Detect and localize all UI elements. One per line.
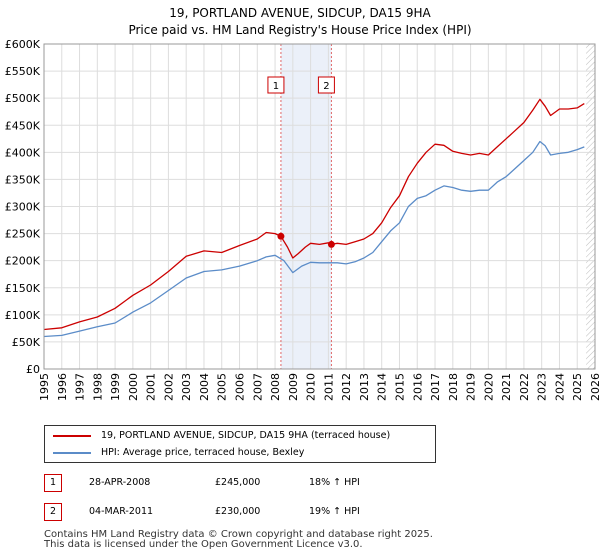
y-tick-label: £550K [5, 65, 41, 78]
x-tick-label: 2013 [358, 373, 371, 401]
x-tick-label: 2023 [536, 373, 549, 401]
transaction-date: 28-APR-2008 [89, 477, 151, 488]
annotation-box [317, 76, 335, 94]
x-tick-label: 2025 [571, 373, 584, 401]
footer-licence: This data is licensed under the Open Gov… [44, 539, 363, 550]
x-tick-label: 1996 [56, 373, 69, 401]
y-tick-label: £400K [5, 146, 41, 159]
y-tick-label: £100K [5, 309, 41, 322]
transaction-row: 2 04-MAR-2011 £230,000 19% ↑ HPI [44, 502, 544, 522]
x-tick-label: 2016 [411, 373, 424, 401]
transaction-hpi: 18% ↑ HPI [309, 477, 360, 488]
x-tick-label: 1999 [109, 373, 122, 401]
y-tick-label: £0 [26, 363, 40, 376]
legend: 19, PORTLAND AVENUE, SIDCUP, DA15 9HA (t… [44, 425, 436, 463]
annotation-box [267, 76, 285, 94]
x-tick-label: 2020 [482, 373, 495, 401]
x-tick-label: 2006 [234, 373, 247, 401]
y-tick-label: £200K [5, 255, 41, 268]
x-tick-label: 2003 [180, 373, 193, 401]
x-tick-label: 2019 [465, 373, 478, 401]
transaction-price: £230,000 [215, 506, 261, 517]
x-tick-label: 2000 [127, 373, 140, 401]
x-tick-label: 2017 [429, 373, 442, 401]
y-tick-label: £500K [5, 92, 41, 105]
x-tick-label: 1998 [91, 373, 104, 401]
transaction-marker-2: 2 [44, 503, 62, 521]
y-tick-label: £150K [5, 282, 41, 295]
x-tick-label: 2010 [305, 373, 318, 401]
footer-copyright: Contains HM Land Registry data © Crown c… [44, 529, 433, 540]
x-tick-label: 2005 [216, 373, 229, 401]
x-tick-label: 2002 [162, 373, 175, 401]
property-series-line [43, 98, 585, 331]
x-tick-label: 2024 [553, 373, 566, 401]
x-tick-label: 2004 [198, 373, 211, 401]
x-tick-label: 2021 [500, 373, 513, 401]
legend-line-property [53, 435, 91, 437]
transaction-hpi: 19% ↑ HPI [309, 506, 360, 517]
footer: Contains HM Land Registry data © Crown c… [44, 530, 433, 550]
y-tick-label: £50K [12, 336, 41, 349]
x-tick-label: 2022 [518, 373, 531, 401]
legend-label-property: 19, PORTLAND AVENUE, SIDCUP, DA15 9HA (t… [101, 430, 391, 441]
transaction-price: £245,000 [215, 477, 261, 488]
annotation-label: 2 [323, 81, 329, 92]
x-tick-label: 2012 [340, 373, 353, 401]
x-tick-label: 2018 [447, 373, 460, 401]
y-tick-label: £450K [5, 119, 41, 132]
x-tick-label: 2001 [145, 373, 158, 401]
x-tick-label: 2014 [376, 373, 389, 401]
transaction-row: 1 28-APR-2008 £245,000 18% ↑ HPI [44, 473, 544, 493]
x-tick-label: 2015 [393, 373, 406, 401]
x-tick-label: 2009 [287, 373, 300, 401]
y-tick-label: £600K [5, 38, 41, 51]
price-chart: £0 £50K £100K £150K £200K £250K £300K £350K £400… [5, 38, 600, 401]
transaction-date: 04-MAR-2011 [89, 506, 154, 517]
sale-point [327, 240, 335, 248]
y-tick-label: £250K [5, 228, 41, 241]
legend-line-hpi [53, 452, 91, 454]
y-tick-label: £350K [5, 173, 41, 186]
x-tick-label: 2026 [589, 373, 600, 401]
legend-label-hpi: HPI: Average price, terraced house, Bexl… [101, 447, 305, 458]
x-tick-label: 2007 [251, 373, 264, 401]
chart-title: 19, PORTLAND AVENUE, SIDCUP, DA15 9HA [169, 6, 431, 20]
x-tick-label: 1995 [38, 373, 51, 401]
x-tick-label: 1997 [74, 373, 87, 401]
chart-subtitle: Price paid vs. HM Land Registry's House … [128, 23, 472, 37]
sale-point [277, 232, 285, 240]
hpi-series-line [43, 140, 585, 338]
y-tick-label: £300K [5, 201, 41, 214]
x-tick-label: 2011 [322, 373, 335, 401]
transaction-marker-1: 1 [44, 474, 62, 492]
annotation-label: 1 [273, 81, 279, 92]
plot-border [43, 43, 596, 370]
x-tick-label: 2008 [269, 373, 282, 401]
